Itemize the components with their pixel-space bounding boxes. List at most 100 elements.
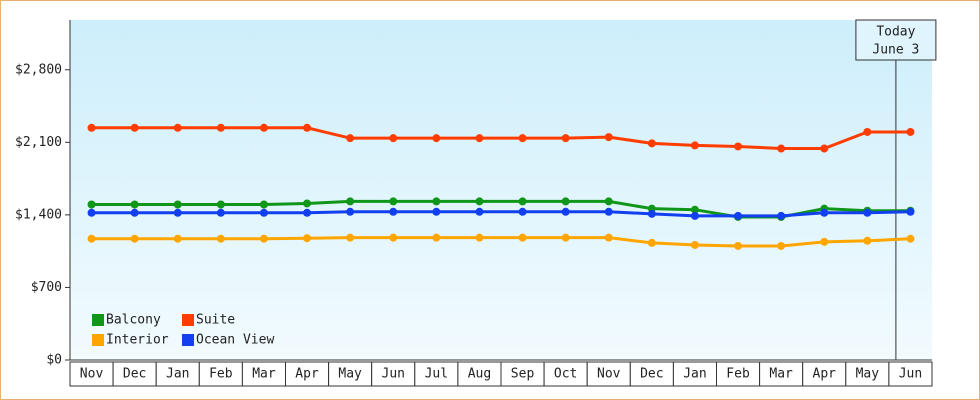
x-tick-label: Mar xyxy=(769,367,793,382)
point xyxy=(87,200,96,209)
point xyxy=(863,127,872,136)
x-tick-label: Dec xyxy=(640,367,663,382)
point xyxy=(303,123,312,132)
legend-label: Suite xyxy=(196,313,235,328)
point xyxy=(561,134,570,143)
y-tick-label: $2,100 xyxy=(15,135,62,150)
point xyxy=(475,134,484,143)
point xyxy=(906,207,915,216)
legend-swatch xyxy=(182,334,194,346)
point xyxy=(130,234,139,243)
point xyxy=(173,200,182,209)
point xyxy=(777,144,786,153)
month-box xyxy=(112,361,157,387)
point xyxy=(216,234,225,243)
point xyxy=(475,233,484,242)
point xyxy=(216,208,225,217)
point xyxy=(820,237,829,246)
point xyxy=(820,144,829,153)
point xyxy=(906,127,915,136)
x-tick-label: Dec xyxy=(123,367,146,382)
point xyxy=(389,207,398,216)
point xyxy=(259,200,268,209)
point xyxy=(346,197,355,206)
point xyxy=(259,208,268,217)
plot-area xyxy=(70,20,932,360)
point xyxy=(561,197,570,206)
month-box xyxy=(586,361,631,387)
y-tick-label: $2,800 xyxy=(15,62,62,77)
x-tick-label: Jan xyxy=(683,367,706,382)
point xyxy=(690,205,699,214)
point xyxy=(647,238,656,247)
x-tick-label: Jan xyxy=(166,367,189,382)
y-tick-label: $0 xyxy=(46,353,62,368)
point xyxy=(647,139,656,148)
month-box xyxy=(716,361,761,387)
point xyxy=(906,234,915,243)
point xyxy=(130,208,139,217)
point xyxy=(561,233,570,242)
point xyxy=(173,234,182,243)
x-tick-label: May xyxy=(856,367,880,382)
point xyxy=(690,141,699,150)
point xyxy=(432,197,441,206)
month-box xyxy=(198,361,243,387)
point xyxy=(87,123,96,132)
legend-label: Interior xyxy=(106,333,169,348)
point xyxy=(777,241,786,250)
point xyxy=(259,234,268,243)
point xyxy=(432,207,441,216)
point xyxy=(346,134,355,143)
point xyxy=(518,207,527,216)
legend-swatch xyxy=(92,314,104,326)
x-tick-label: May xyxy=(338,367,362,382)
point xyxy=(863,236,872,245)
point xyxy=(604,233,613,242)
point xyxy=(87,234,96,243)
point xyxy=(647,209,656,218)
point xyxy=(303,199,312,208)
legend-swatch xyxy=(182,314,194,326)
point xyxy=(734,211,743,220)
month-box xyxy=(672,361,718,387)
point xyxy=(518,197,527,206)
month-box xyxy=(457,361,502,387)
point xyxy=(777,211,786,220)
point xyxy=(259,123,268,132)
point xyxy=(690,211,699,220)
month-box xyxy=(543,361,588,387)
point xyxy=(216,200,225,209)
month-box xyxy=(241,361,286,387)
x-tick-label: Apr xyxy=(295,367,319,382)
y-tick-label: $700 xyxy=(31,280,62,295)
point xyxy=(604,207,613,216)
point xyxy=(820,208,829,217)
point xyxy=(389,197,398,206)
today-date: June 3 xyxy=(872,43,919,58)
x-tick-label: Nov xyxy=(80,367,104,382)
series-line xyxy=(91,126,911,151)
point xyxy=(734,241,743,250)
point xyxy=(863,208,872,217)
month-box xyxy=(802,361,847,387)
point xyxy=(475,197,484,206)
month-box xyxy=(888,361,933,387)
point xyxy=(432,233,441,242)
point xyxy=(432,134,441,143)
x-tick-label: Feb xyxy=(726,367,750,382)
point xyxy=(130,123,139,132)
month-box xyxy=(69,361,114,387)
point xyxy=(303,234,312,243)
point xyxy=(303,208,312,217)
legend-label: Ocean View xyxy=(196,333,274,348)
series-line xyxy=(91,236,911,248)
point xyxy=(518,134,527,143)
point xyxy=(173,208,182,217)
today-label: Today xyxy=(876,25,915,40)
x-tick-label: Sep xyxy=(511,367,535,382)
point xyxy=(475,207,484,216)
point xyxy=(130,200,139,209)
legend-label: Balcony xyxy=(106,313,161,328)
